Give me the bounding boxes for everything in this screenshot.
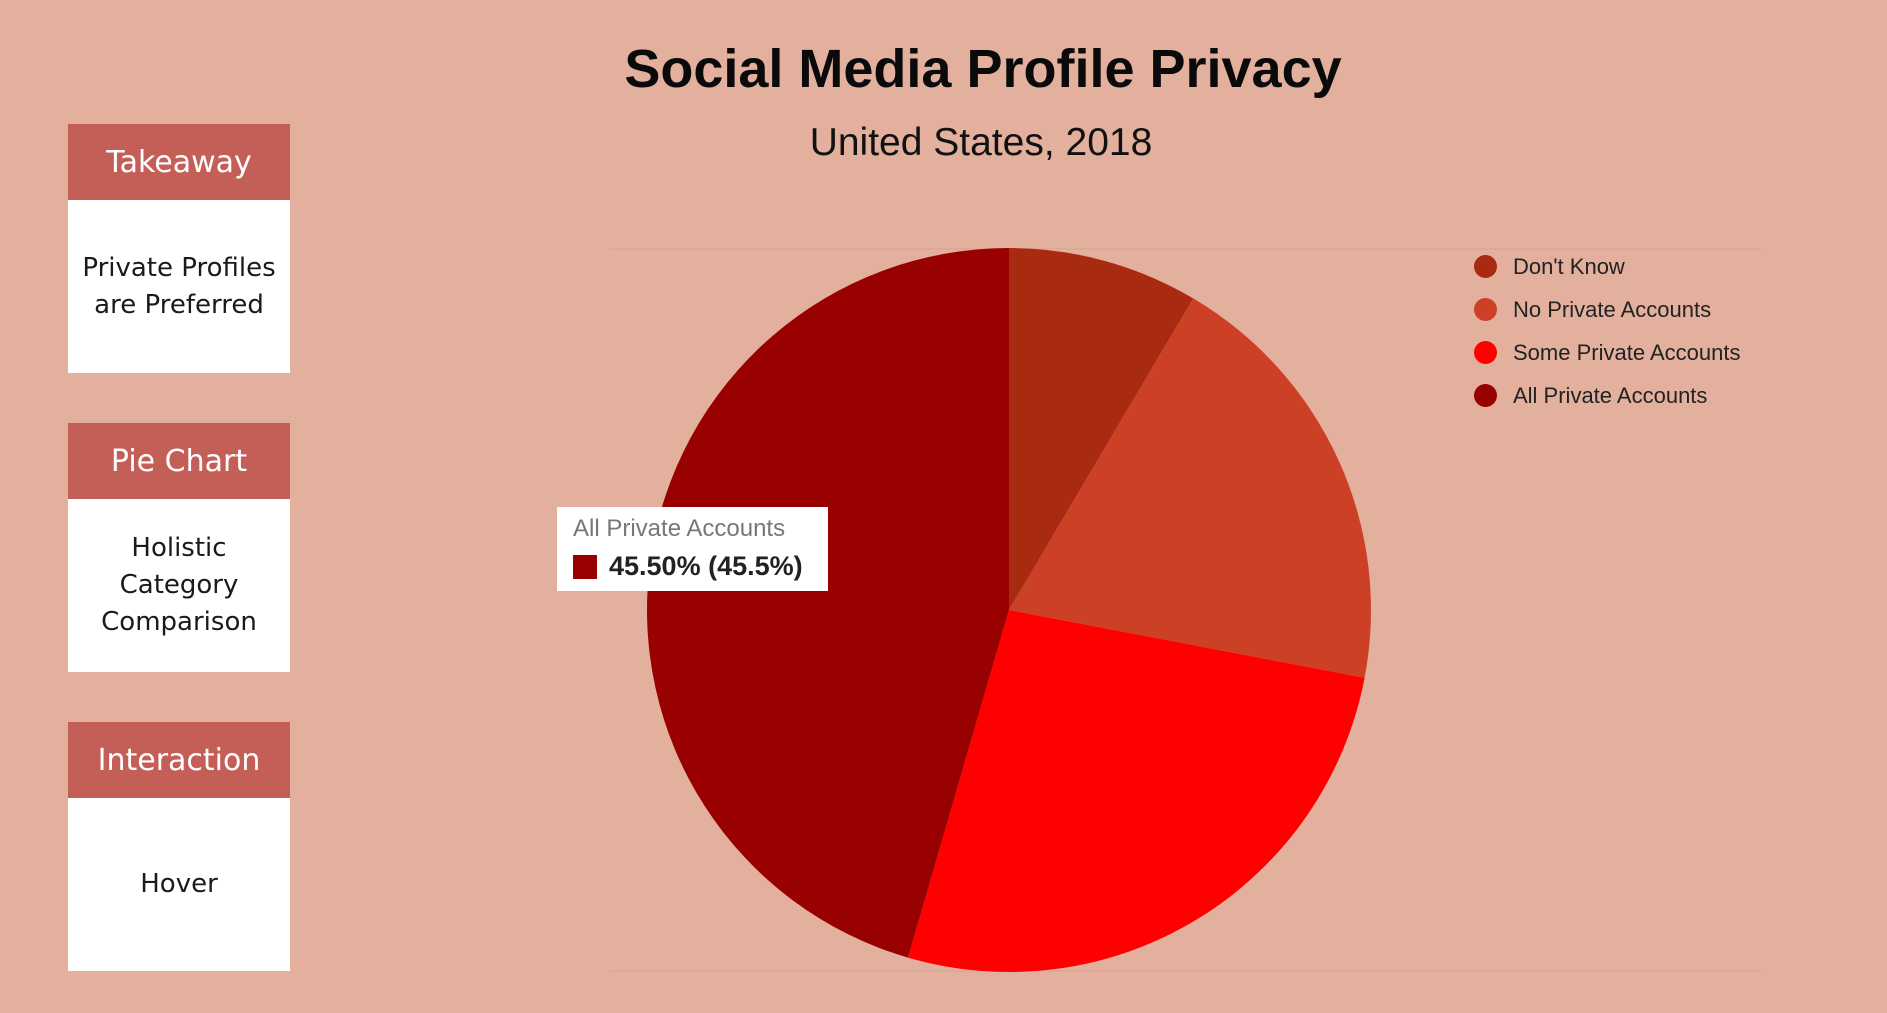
pie-slice-no-private-accounts[interactable] xyxy=(1009,298,1371,678)
legend-label-some-private: Some Private Accounts xyxy=(1513,339,1741,365)
takeaway-body: Private Profiles are Preferred xyxy=(68,200,290,373)
interaction-card: Interaction Hover xyxy=(68,722,290,971)
legend-dot-some-private xyxy=(1474,341,1497,364)
tooltip-row: 45.50% (45.5%) xyxy=(573,551,812,582)
pie-slice-don-t-know[interactable] xyxy=(1009,248,1194,610)
tooltip-value: 45.50% (45.5%) xyxy=(609,551,803,581)
interaction-header: Interaction xyxy=(68,722,290,798)
legend-item-dont-know[interactable]: Don't Know xyxy=(1474,245,1740,288)
pie-slice-all-private-accounts[interactable] xyxy=(647,248,1009,958)
chart-subtitle: United States, 2018 xyxy=(809,121,1153,164)
legend-item-some-private[interactable]: Some Private Accounts xyxy=(1474,331,1740,374)
takeaway-card: Takeaway Private Profiles are Preferred xyxy=(68,124,290,373)
legend: Don't Know No Private Accounts Some Priv… xyxy=(1474,245,1740,417)
legend-dot-no-private xyxy=(1474,298,1497,321)
chart-title: Social Media Profile Privacy xyxy=(624,39,1342,99)
legend-label-all-private: All Private Accounts xyxy=(1513,382,1708,408)
interaction-body: Hover xyxy=(68,798,290,971)
chart-type-header: Pie Chart xyxy=(68,423,290,499)
legend-item-all-private[interactable]: All Private Accounts xyxy=(1474,374,1740,417)
legend-label-dont-know: Don't Know xyxy=(1513,253,1625,279)
takeaway-header: Takeaway xyxy=(68,124,290,200)
legend-item-no-private[interactable]: No Private Accounts xyxy=(1474,288,1740,331)
legend-label-no-private: No Private Accounts xyxy=(1513,296,1712,322)
legend-dot-dont-know xyxy=(1474,255,1497,278)
pie-slice-some-private-accounts[interactable] xyxy=(908,610,1365,972)
legend-dot-all-private xyxy=(1474,384,1497,407)
tooltip-swatch xyxy=(573,554,597,579)
pie-slices xyxy=(647,248,1371,972)
chart-type-card: Pie Chart Holistic Category Comparison xyxy=(68,423,290,672)
chart-type-body: Holistic Category Comparison xyxy=(68,499,290,672)
hover-tooltip: All Private Accounts 45.50% (45.5%) xyxy=(557,507,828,591)
tooltip-title: All Private Accounts xyxy=(573,515,786,542)
